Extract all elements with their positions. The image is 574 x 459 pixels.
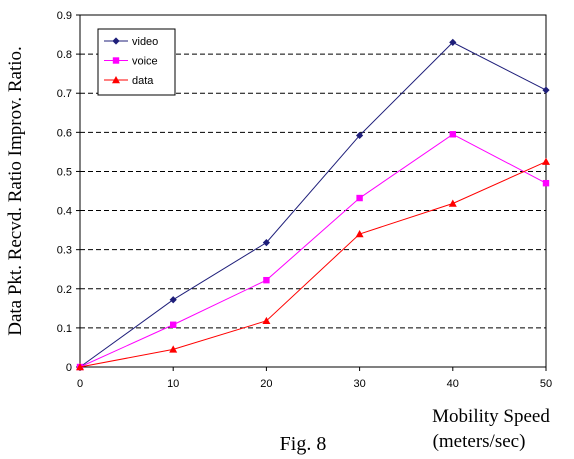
x-axis-label-line1: Mobility Speed bbox=[432, 406, 550, 427]
x-tick-label: 40 bbox=[447, 378, 459, 390]
x-tick-label: 0 bbox=[77, 378, 83, 390]
data-point-data bbox=[542, 157, 550, 165]
legend-item-video: video bbox=[104, 36, 158, 48]
data-point-data bbox=[169, 345, 178, 353]
series-line-data bbox=[79, 161, 547, 368]
data-point-video bbox=[542, 86, 550, 94]
data-point-voice bbox=[542, 179, 550, 187]
legend-item-data: data bbox=[104, 75, 154, 87]
figure-caption: Fig. 8 bbox=[280, 433, 327, 455]
data-point-video bbox=[449, 38, 457, 46]
data-point-voice bbox=[356, 194, 363, 202]
series-data bbox=[76, 157, 550, 371]
data-point-data bbox=[355, 230, 364, 238]
data-point-video bbox=[262, 239, 270, 247]
data-point-voice bbox=[170, 321, 177, 328]
legend-label: video bbox=[132, 36, 158, 48]
x-tick-label: 20 bbox=[260, 378, 272, 390]
y-tick-label: 0.8 bbox=[57, 49, 72, 61]
legend-swatch-marker bbox=[112, 76, 120, 84]
series-line-video bbox=[79, 41, 547, 368]
x-axis-ticks: 0 10 20 30 40 50 bbox=[77, 367, 552, 390]
legend-box bbox=[97, 28, 176, 96]
plot-area bbox=[79, 14, 547, 368]
y-tick-label: 0.4 bbox=[57, 206, 72, 218]
x-tick-label: 50 bbox=[540, 378, 552, 390]
legend-swatch-marker bbox=[112, 37, 120, 45]
legend-swatch-marker bbox=[112, 57, 120, 64]
legend-item-voice: voice bbox=[104, 56, 158, 68]
series-group bbox=[76, 38, 550, 371]
data-point-voice bbox=[449, 131, 456, 138]
x-tick-label: 30 bbox=[353, 378, 365, 390]
y-tick-label: 0.5 bbox=[57, 166, 72, 178]
y-tick-label: 0 bbox=[66, 362, 72, 374]
y-tick-label: 0.7 bbox=[57, 88, 72, 100]
data-point-data bbox=[262, 316, 271, 325]
x-tick-label: 10 bbox=[167, 378, 179, 390]
legend-label: voice bbox=[132, 56, 158, 68]
y-tick-label: 0.9 bbox=[57, 10, 72, 22]
grid-lines bbox=[80, 53, 546, 329]
series-voice bbox=[76, 131, 550, 371]
data-point-video bbox=[169, 296, 177, 304]
y-tick-label: 0.1 bbox=[57, 323, 72, 335]
y-axis-ticks: 0 0.1 0.2 0.3 0.4 0.5 0.6 0.7 0.8 0.9 bbox=[57, 10, 80, 374]
y-tick-label: 0.6 bbox=[57, 127, 72, 139]
x-axis-label-line2: (meters/sec) bbox=[433, 431, 526, 452]
legend: video voice data bbox=[97, 28, 176, 96]
y-axis-label: Data Pkt. Recvd. Ratio Improv. Ratio. bbox=[5, 46, 26, 336]
series-line-voice bbox=[79, 133, 547, 368]
data-point-voice bbox=[263, 276, 270, 284]
data-point-data bbox=[76, 363, 84, 371]
y-tick-label: 0.2 bbox=[57, 284, 72, 296]
data-point-data bbox=[448, 199, 457, 207]
y-tick-label: 0.3 bbox=[57, 245, 72, 257]
legend-label: data bbox=[132, 75, 154, 87]
data-point-video bbox=[356, 131, 364, 140]
